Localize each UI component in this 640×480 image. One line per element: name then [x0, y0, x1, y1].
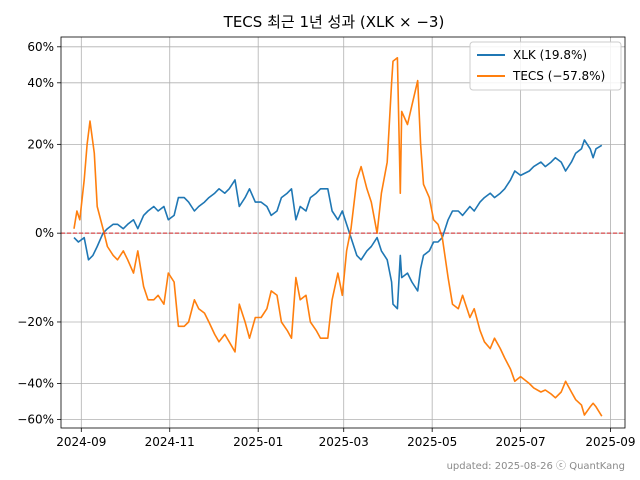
y-tick-label: 20%	[27, 137, 54, 151]
x-tick-label: 2024-09	[56, 435, 106, 449]
footer-credit: updated: 2025-08-26 ⓒ QuantKang	[447, 460, 625, 472]
y-tick-label: 60%	[27, 40, 54, 54]
legend: XLK (19.8%) TECS (−57.8%)	[469, 41, 622, 91]
x-tick-label: 2025-09	[585, 435, 635, 449]
x-tick-label: 2025-01	[233, 435, 283, 449]
y-tick-label: 0%	[35, 226, 54, 240]
x-tick-label: 2025-07	[496, 435, 546, 449]
x-tick-label: 2025-05	[407, 435, 457, 449]
axes-frame	[60, 36, 626, 429]
x-tick-label: 2024-11	[145, 435, 195, 449]
y-tick-label: −40%	[17, 377, 54, 391]
y-tick-label: −20%	[17, 315, 54, 329]
series-line-tecs	[73, 57, 603, 417]
series-line-xlk	[73, 139, 603, 310]
legend-label: TECS (−57.8%)	[512, 69, 605, 83]
chart-title: TECS 최근 1년 성과 (XLK × −3)	[223, 13, 445, 31]
plot-area	[61, 57, 625, 417]
legend-box	[469, 41, 622, 91]
y-tick-label: 40%	[27, 76, 54, 90]
legend-label: XLK (19.8%)	[513, 48, 587, 62]
x-tick-label: 2025-03	[319, 435, 369, 449]
y-tick-label: −60%	[17, 413, 54, 427]
grid-lines	[61, 37, 625, 428]
axes: 2024-09 2024-11 2025-01 2025-03 2025-05 2025-…	[17, 36, 636, 449]
